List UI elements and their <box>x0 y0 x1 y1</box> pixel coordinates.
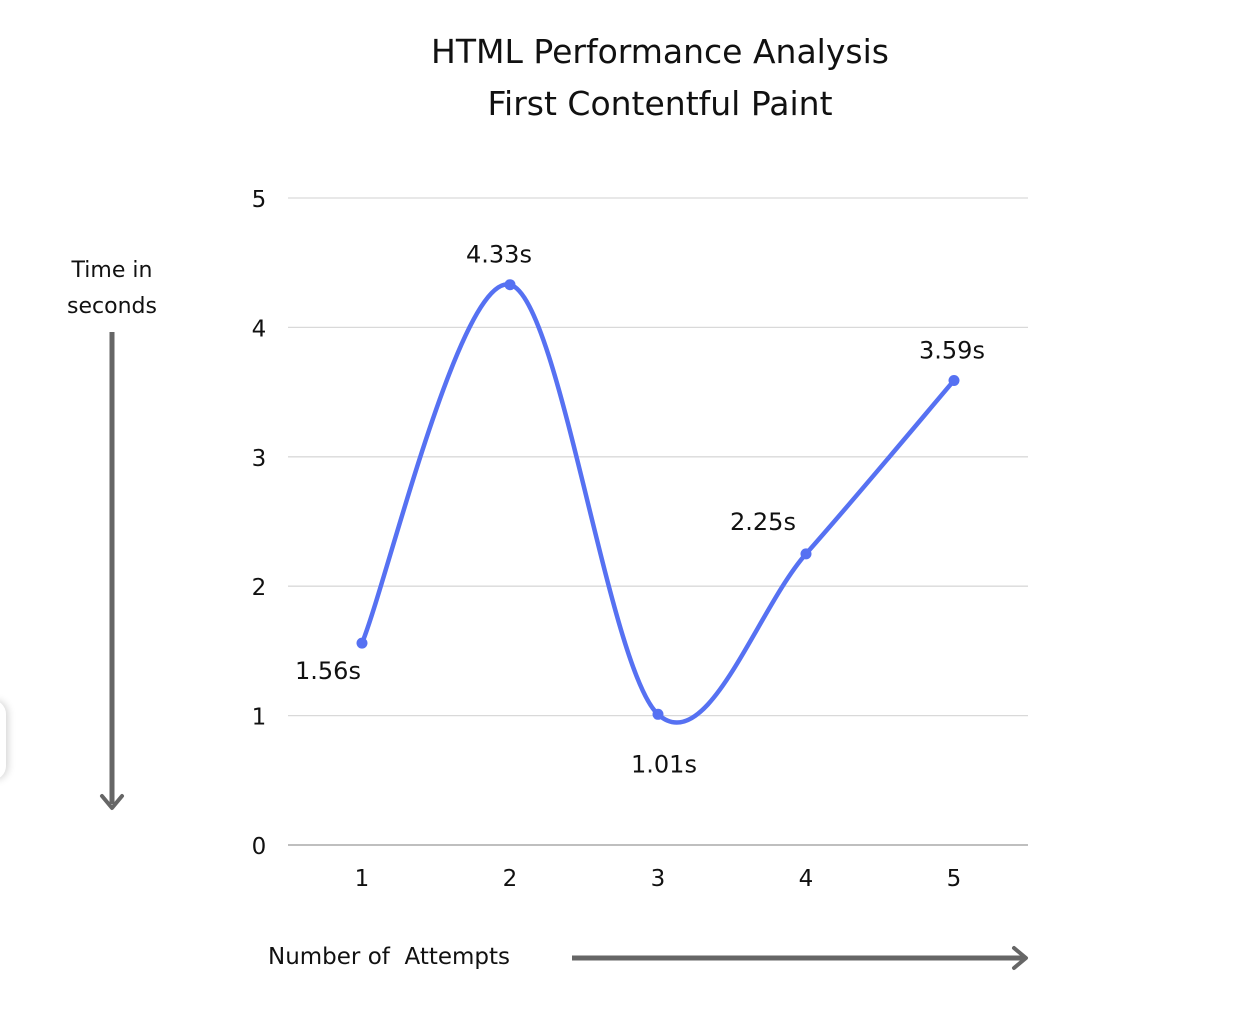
data-label: 4.33s <box>466 241 532 269</box>
y-tick-label: 2 <box>252 575 267 601</box>
data-label: 3.59s <box>919 336 985 364</box>
x-tick-label: 5 <box>947 866 962 892</box>
y-tick-label: 0 <box>252 834 267 860</box>
x-tick-label: 2 <box>503 866 518 892</box>
x-tick-label: 3 <box>651 866 666 892</box>
y-axis-label-line-2: seconds <box>67 294 157 319</box>
data-label: 2.25s <box>730 508 796 536</box>
chart-title: HTML Performance Analysis First Contentf… <box>340 26 980 130</box>
data-label: 1.01s <box>631 750 697 778</box>
arrow-down-icon <box>100 332 124 810</box>
data-point <box>948 374 960 386</box>
series-line <box>359 282 957 725</box>
x-tick-labels: 1 2 3 4 5 <box>355 866 962 892</box>
chart-title-line-2: First Contentful Paint <box>487 84 833 123</box>
x-tick-label: 4 <box>799 866 814 892</box>
x-tick-label: 1 <box>355 866 370 892</box>
y-tick-label: 5 <box>252 187 267 213</box>
data-label: 1.56s <box>295 657 361 685</box>
grid-lines <box>288 197 1028 846</box>
data-point <box>800 548 812 560</box>
y-axis-label-line-1: Time in <box>71 258 153 283</box>
chart-title-line-1: HTML Performance Analysis <box>431 32 889 71</box>
series-layer <box>359 282 957 725</box>
data-point <box>356 637 368 649</box>
arrow-right-icon <box>572 946 1028 970</box>
data-point <box>652 708 664 720</box>
data-point <box>504 279 516 291</box>
data-labels: 1.56s 4.33s 1.01s 2.25s 3.59s <box>295 241 985 779</box>
data-points <box>356 279 960 720</box>
x-axis-label: Number of Attempts <box>268 944 510 970</box>
y-tick-labels: 0 1 2 3 4 5 <box>252 187 267 860</box>
y-tick-label: 3 <box>252 446 267 472</box>
edge-shadow <box>0 700 6 780</box>
y-tick-label: 4 <box>252 316 267 342</box>
y-tick-label: 1 <box>252 705 267 731</box>
